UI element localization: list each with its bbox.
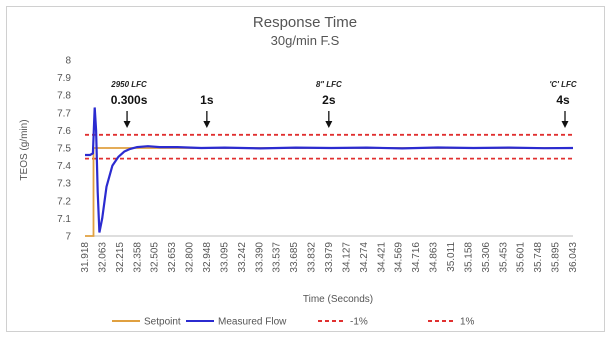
annotations: 2950 LFC 0.300s 1s 8" LFC 2s 'C' LFC 4s [110,80,577,128]
y-tick-label: 7.9 [57,73,71,84]
x-tick-label: 34.421 [376,242,387,273]
legend-label: -1% [350,317,368,328]
y-axis-label: TEOS (g/min) [19,119,30,180]
x-tick-label: 35.601 [516,242,527,273]
y-tick-label: 7.4 [57,161,71,172]
x-tick-label: 33.390 [254,242,265,273]
y-tick-label: 8 [65,56,71,67]
x-tick-label: 35.011 [446,242,457,272]
legend: Setpoint Measured Flow -1% 1% [112,317,475,328]
y-tick-label: 7.6 [57,126,71,137]
x-tick-label: 33.242 [237,242,248,273]
legend-label: Setpoint [144,317,181,328]
x-tick-label: 34.569 [394,242,405,273]
annotation-time: 0.300s [111,93,148,107]
x-tick-label: 34.863 [429,242,440,273]
x-tick-label: 34.716 [411,242,422,273]
x-axis-label: Time (Seconds) [303,294,373,305]
x-tick-label: 36.043 [568,242,579,273]
annotation-label: 'C' LFC [549,80,577,89]
x-tick-label: 34.274 [359,242,370,273]
x-tick-label: 34.127 [341,242,352,273]
x-tick-label: 32.653 [167,242,178,273]
x-tick-label: 33.685 [289,242,300,273]
chart-title: Response Time [253,14,357,31]
x-ticks: 31.918 32.063 32.215 32.358 32.505 32.653 32.8… [80,242,579,273]
annotation-time: 4s [556,93,570,107]
x-tick-label: 35.748 [533,242,544,273]
y-ticks: 7 7.1 7.2 7.3 7.4 7.5 7.6 7.7 7.8 7.9 8 [57,56,71,243]
y-tick-label: 7 [65,232,71,243]
series-lines [85,107,574,237]
legend-label: Measured Flow [218,317,287,328]
annotation-arrowhead [203,121,211,128]
annotation-arrowhead [123,121,131,128]
series-line-setpoint [85,147,573,237]
x-tick-label: 35.158 [463,242,474,273]
y-tick-label: 7.1 [57,214,71,225]
x-tick-label: 33.832 [307,242,318,273]
x-tick-label: 32.358 [132,242,143,273]
x-tick-label: 33.537 [272,242,283,273]
x-tick-label: 35.895 [551,242,562,273]
series-line-measured-flow [85,107,574,233]
x-tick-label: 32.215 [115,242,126,273]
x-tick-label: 32.505 [150,242,161,273]
annotation-label: 8" LFC [316,80,342,89]
y-tick-label: 7.5 [57,144,71,155]
x-tick-label: 31.918 [80,242,91,273]
y-tick-label: 7.3 [57,179,71,190]
x-tick-label: 32.063 [97,242,108,273]
x-tick-label: 32.948 [202,242,213,273]
y-tick-label: 7.2 [57,196,71,207]
x-tick-label: 33.095 [219,242,230,273]
annotation-time: 2s [322,93,336,107]
x-tick-label: 32.800 [185,242,196,273]
y-tick-label: 7.7 [57,108,71,119]
x-tick-label: 35.306 [481,242,492,273]
chart-subtitle: 30g/min F.S [271,33,340,48]
annotation-time: 1s [200,93,214,107]
x-tick-label: 35.453 [498,242,509,273]
chart-frame [6,6,605,332]
annotation-label: 2950 LFC [110,80,147,89]
legend-label: 1% [460,317,475,328]
y-tick-label: 7.8 [57,91,71,102]
annotation-arrowhead [561,121,569,128]
annotation-arrowhead [325,121,333,128]
x-tick-label: 33.979 [324,242,335,273]
